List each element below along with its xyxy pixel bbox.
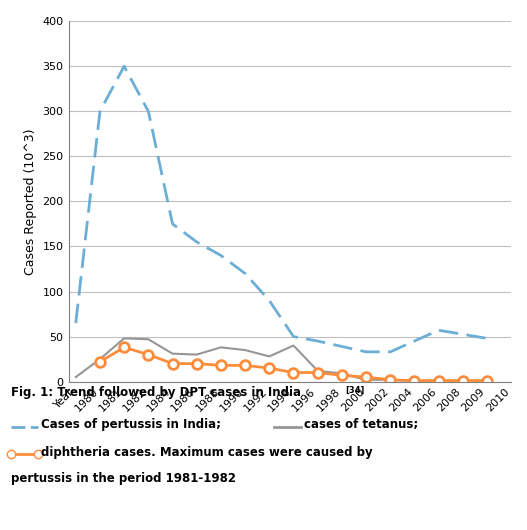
- Text: [34]: [34]: [346, 386, 365, 395]
- Text: cases of tetanus;: cases of tetanus;: [304, 418, 418, 431]
- Text: Fig. 1: Trend followed by DPT cases in India: Fig. 1: Trend followed by DPT cases in I…: [11, 385, 300, 399]
- Text: pertussis in the period 1981-1982: pertussis in the period 1981-1982: [11, 472, 236, 485]
- Text: Cases of pertussis in India;: Cases of pertussis in India;: [41, 418, 221, 431]
- Y-axis label: Cases Reported (10^3): Cases Reported (10^3): [24, 128, 37, 275]
- Text: diphtheria cases. Maximum cases were caused by: diphtheria cases. Maximum cases were cau…: [41, 446, 372, 459]
